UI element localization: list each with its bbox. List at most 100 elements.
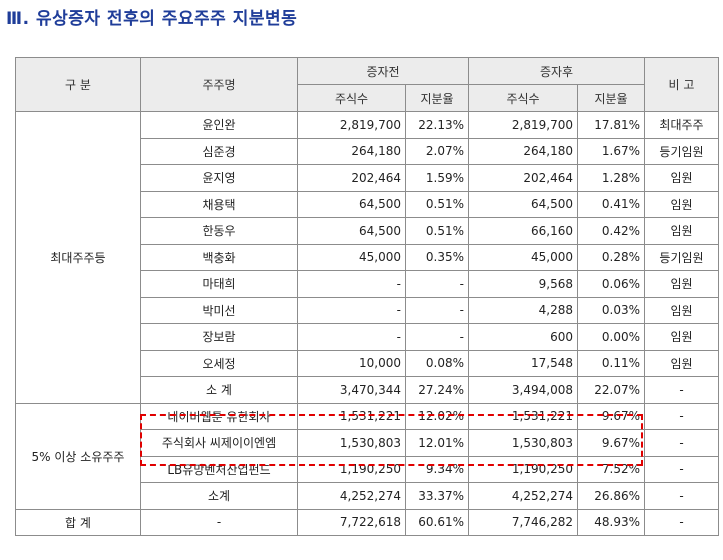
table-row: 윤지영 202,464 1.59% 202,464 1.28% 임원 — [16, 164, 719, 192]
before-shares: 7,722,618 — [297, 508, 406, 536]
holder-name: 백충화 — [140, 243, 298, 271]
holder-name: 소 계 — [140, 376, 298, 404]
after-ratio: 22.07% — [577, 376, 645, 404]
table-row: LB유망벤처산업펀드 1,190,250 9.34% 1,190,250 7.52% - — [16, 455, 719, 483]
after-shares: 9,568 — [468, 270, 578, 298]
group-label-largest: 최대주주등 — [15, 111, 141, 404]
group-label-over5: 5% 이상 소유주주 — [15, 402, 141, 510]
header-before-shares: 주식수 — [297, 84, 406, 112]
before-shares: 1,531,221 — [297, 402, 406, 430]
note-cell: 등기임원 — [644, 243, 719, 271]
note-cell: - — [644, 429, 719, 457]
header-holder: 주주명 — [140, 57, 298, 112]
holder-name: 심준경 — [140, 137, 298, 165]
before-shares: - — [297, 270, 406, 298]
before-ratio: 0.51% — [405, 217, 469, 245]
after-ratio: 0.06% — [577, 270, 645, 298]
before-ratio: 22.13% — [405, 111, 469, 139]
header-after-ratio: 지분율 — [577, 84, 645, 112]
table-row: 백충화 45,000 0.35% 45,000 0.28% 등기임원 — [16, 243, 719, 271]
after-shares: 7,746,282 — [468, 508, 578, 536]
table-row: 소 계 3,470,344 27.24% 3,494,008 22.07% - — [16, 376, 719, 404]
after-ratio: 9.67% — [577, 429, 645, 457]
after-shares: 202,464 — [468, 164, 578, 192]
note-cell: - — [644, 376, 719, 404]
holder-name: 소계 — [140, 482, 298, 510]
note-cell: 임원 — [644, 270, 719, 298]
table-row: 소계 4,252,274 33.37% 4,252,274 26.86% - — [16, 482, 719, 510]
note-cell: 임원 — [644, 296, 719, 324]
header-category: 구 분 — [15, 57, 141, 112]
holder-name: 네이버웹툰 유한회사 — [140, 402, 298, 430]
before-ratio: 0.08% — [405, 349, 469, 377]
holder-name: 한동우 — [140, 217, 298, 245]
before-shares: 1,530,803 — [297, 429, 406, 457]
note-cell: 임원 — [644, 349, 719, 377]
shareholding-table: 구 분 주주명 증자전 증자후 비 고 주식수 지분율 주식수 지분율 최대주주… — [15, 57, 719, 536]
after-ratio: 0.41% — [577, 190, 645, 218]
header-before-ratio: 지분율 — [405, 84, 469, 112]
table-row: 심준경 264,180 2.07% 264,180 1.67% 등기임원 — [16, 137, 719, 165]
after-shares: 264,180 — [468, 137, 578, 165]
before-shares: - — [297, 296, 406, 324]
holder-name: - — [140, 508, 298, 536]
before-ratio: 12.02% — [405, 402, 469, 430]
table-row: 박미선 - -4,288 0.03% 임원 — [16, 296, 719, 324]
before-shares: 64,500 — [297, 190, 406, 218]
before-shares: 64,500 — [297, 217, 406, 245]
table-row: 채용택 64,500 0.51% 64,500 0.41% 임원 — [16, 190, 719, 218]
holder-name: 채용택 — [140, 190, 298, 218]
before-shares: 1,190,250 — [297, 455, 406, 483]
total-label: 합 계 — [15, 508, 141, 536]
total-row: 합 계 -7,722,618 60.61% 7,746,282 48.93% - — [15, 508, 719, 536]
header-after: 증자후 — [468, 57, 645, 85]
table-row: 마태희 - -9,568 0.06% 임원 — [16, 270, 719, 298]
after-shares: 1,190,250 — [468, 455, 578, 483]
before-ratio: 1.59% — [405, 164, 469, 192]
before-shares: 45,000 — [297, 243, 406, 271]
note-cell: 임원 — [644, 217, 719, 245]
after-ratio: 1.67% — [577, 137, 645, 165]
holder-name: 박미선 — [140, 296, 298, 324]
after-ratio: 7.52% — [577, 455, 645, 483]
note-cell: 임원 — [644, 323, 719, 351]
before-ratio: - — [405, 296, 469, 324]
after-shares: 45,000 — [468, 243, 578, 271]
before-shares: 4,252,274 — [297, 482, 406, 510]
after-ratio: 9.67% — [577, 402, 645, 430]
before-ratio: 0.51% — [405, 190, 469, 218]
before-ratio: 60.61% — [405, 508, 469, 536]
holder-name: 윤인완 — [140, 111, 298, 139]
before-shares: 202,464 — [297, 164, 406, 192]
after-shares: 66,160 — [468, 217, 578, 245]
before-ratio: - — [405, 323, 469, 351]
holder-name: 마태희 — [140, 270, 298, 298]
after-shares: 4,288 — [468, 296, 578, 324]
after-shares: 4,252,274 — [468, 482, 578, 510]
before-ratio: 2.07% — [405, 137, 469, 165]
before-ratio: 0.35% — [405, 243, 469, 271]
after-shares: 1,530,803 — [468, 429, 578, 457]
before-ratio: 12.01% — [405, 429, 469, 457]
before-shares: 264,180 — [297, 137, 406, 165]
before-shares: 3,470,344 — [297, 376, 406, 404]
after-ratio: 0.28% — [577, 243, 645, 271]
table-row: 최대주주등 윤인완 2,819,700 22.13% 2,819,700 17.81% 최대… — [15, 111, 719, 404]
holder-name: 윤지영 — [140, 164, 298, 192]
holder-name: 주식회사 씨제이이엔엠 — [140, 429, 298, 457]
after-ratio: 17.81% — [577, 111, 645, 139]
before-ratio: 9.34% — [405, 455, 469, 483]
after-shares: 17,548 — [468, 349, 578, 377]
header-before: 증자전 — [297, 57, 469, 85]
note-cell: - — [644, 508, 719, 536]
note-cell: 등기임원 — [644, 137, 719, 165]
table-row: 장보람 - -600 0.00% 임원 — [16, 323, 719, 351]
before-ratio: 27.24% — [405, 376, 469, 404]
note-cell: - — [644, 482, 719, 510]
before-ratio: 33.37% — [405, 482, 469, 510]
note-cell: 임원 — [644, 164, 719, 192]
holder-name: 오세정 — [140, 349, 298, 377]
before-shares: - — [297, 323, 406, 351]
after-ratio: 0.03% — [577, 296, 645, 324]
after-ratio: 0.00% — [577, 323, 645, 351]
